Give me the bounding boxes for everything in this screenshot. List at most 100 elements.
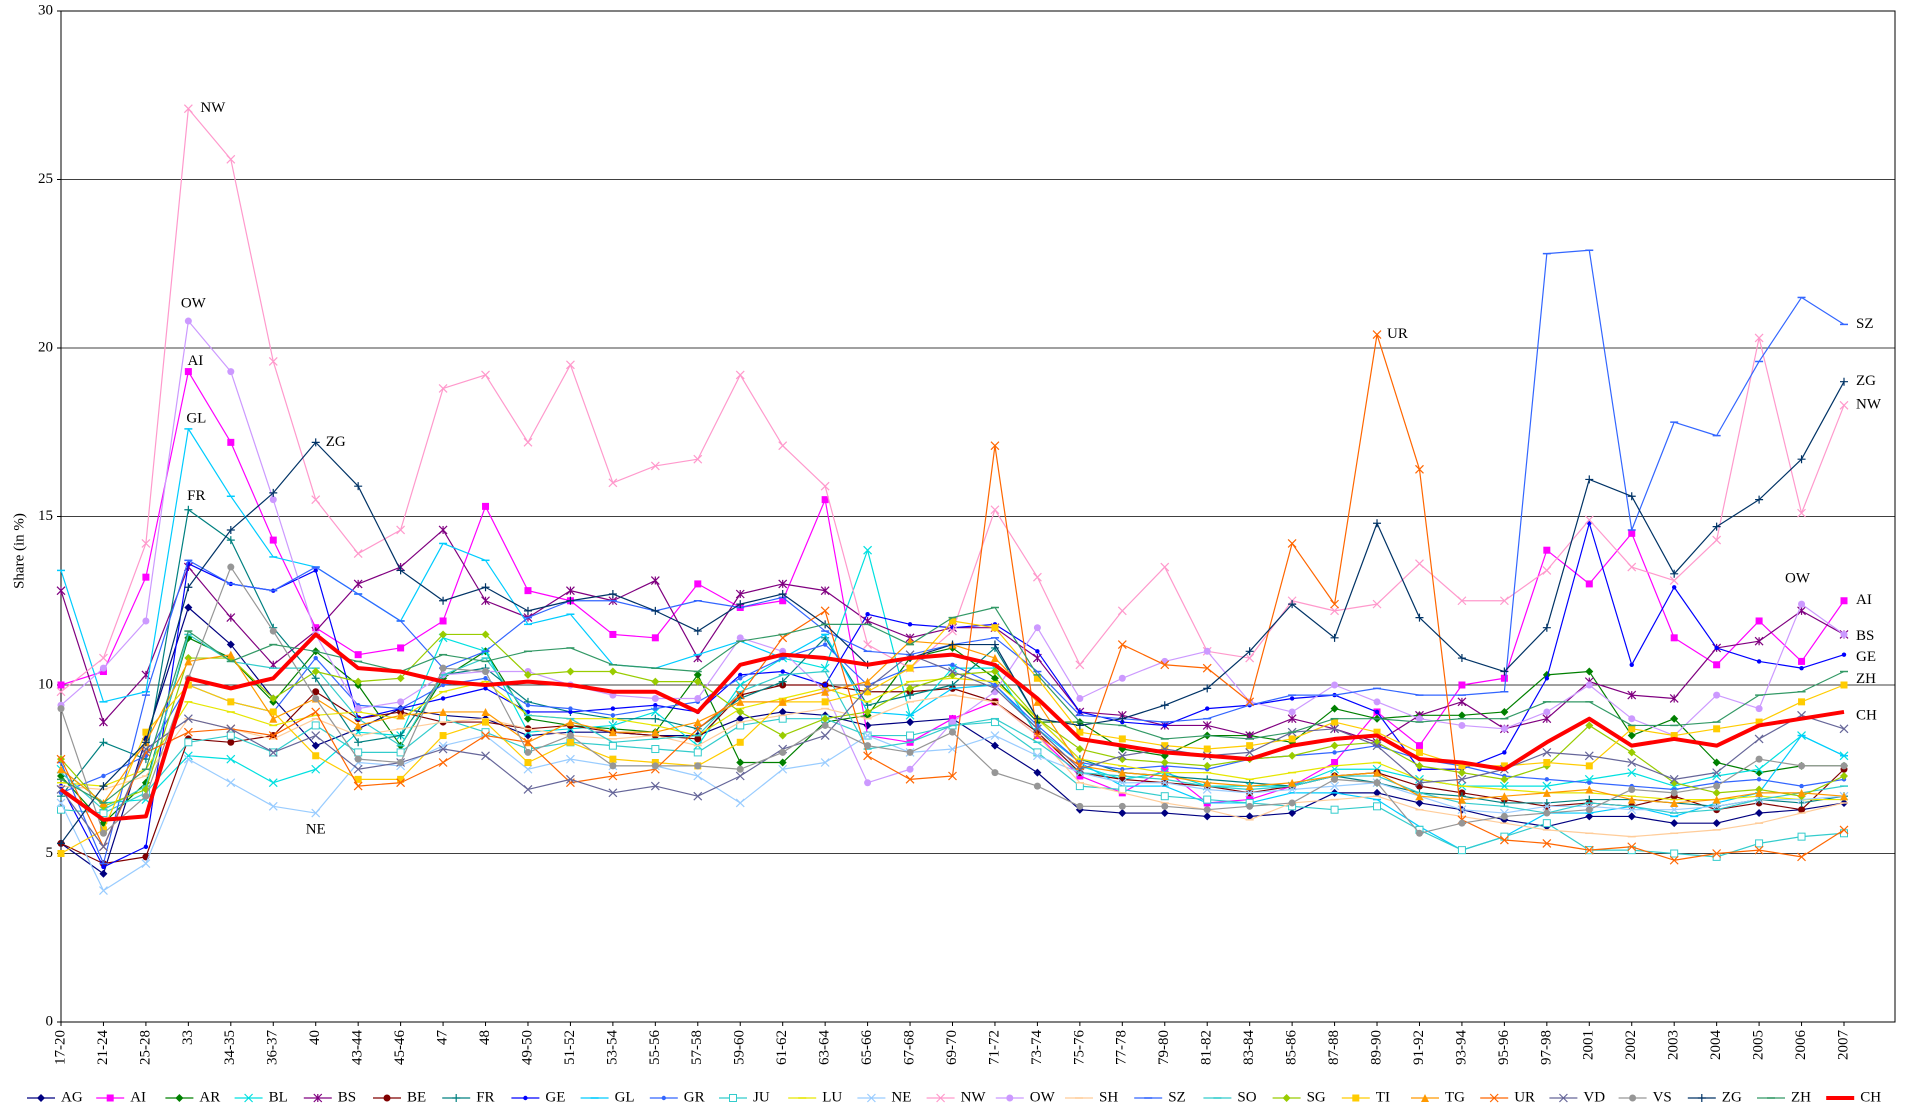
marker xyxy=(312,688,320,696)
marker xyxy=(1203,745,1211,753)
marker xyxy=(1754,636,1764,646)
marker xyxy=(354,775,362,783)
annotation: UR xyxy=(1387,326,1408,342)
marker xyxy=(1670,634,1678,642)
marker xyxy=(1713,691,1721,699)
annotation: NE xyxy=(306,821,326,837)
marker xyxy=(101,773,106,779)
marker xyxy=(268,731,278,740)
marker xyxy=(694,762,702,770)
marker xyxy=(948,771,957,781)
marker xyxy=(608,788,618,798)
legend-label: SZ xyxy=(1168,1089,1186,1105)
marker xyxy=(693,791,703,801)
marker xyxy=(736,600,745,609)
marker xyxy=(1627,748,1636,757)
marker xyxy=(566,774,575,784)
marker xyxy=(438,741,448,751)
annotation: GE xyxy=(1856,649,1876,665)
marker xyxy=(268,778,278,788)
marker xyxy=(736,765,744,773)
marker xyxy=(57,765,65,774)
series-line xyxy=(60,108,1845,693)
marker xyxy=(990,674,999,683)
marker xyxy=(1542,623,1551,632)
marker xyxy=(1203,812,1212,821)
marker xyxy=(779,597,787,605)
marker xyxy=(1374,709,1380,715)
marker xyxy=(1670,819,1679,828)
marker xyxy=(1160,660,1170,670)
series-line xyxy=(60,428,1845,851)
marker xyxy=(1671,585,1677,590)
marker xyxy=(1373,779,1381,787)
marker xyxy=(227,738,235,746)
marker xyxy=(1372,330,1382,339)
marker xyxy=(1839,400,1849,410)
legend-label: JU xyxy=(753,1089,770,1105)
marker xyxy=(226,778,236,788)
x-tick-label: 79-80 xyxy=(1156,1030,1172,1065)
legend-label: AI xyxy=(130,1089,146,1105)
marker xyxy=(1160,771,1169,780)
marker xyxy=(1203,761,1212,770)
marker xyxy=(1627,690,1637,700)
marker xyxy=(729,1094,737,1102)
annotation: OW xyxy=(181,295,207,311)
marker xyxy=(1755,718,1763,726)
marker xyxy=(1669,694,1679,703)
marker xyxy=(906,684,915,693)
marker xyxy=(992,682,998,688)
marker xyxy=(1840,377,1848,386)
marker xyxy=(313,568,318,573)
marker xyxy=(609,755,617,763)
marker xyxy=(1457,596,1467,606)
marker xyxy=(183,727,193,737)
marker xyxy=(183,751,193,761)
marker xyxy=(863,683,873,693)
marker xyxy=(1032,731,1042,740)
marker xyxy=(175,1094,184,1102)
marker xyxy=(523,764,533,774)
marker xyxy=(396,674,405,683)
marker xyxy=(1330,741,1339,750)
x-tick-label: 89-90 xyxy=(1368,1030,1384,1065)
marker xyxy=(1202,721,1212,730)
legend-label: VS xyxy=(1653,1089,1672,1105)
marker xyxy=(523,737,533,747)
marker xyxy=(227,368,235,376)
marker xyxy=(1500,725,1508,733)
legend-label: AR xyxy=(199,1089,220,1105)
marker xyxy=(269,714,278,723)
marker xyxy=(651,606,660,615)
marker xyxy=(523,714,532,723)
marker xyxy=(184,505,193,514)
y-tick-label: 15 xyxy=(38,508,53,524)
x-tick-label: 93-94 xyxy=(1453,1030,1469,1065)
x-tick-label: 34-35 xyxy=(222,1030,238,1065)
x-tick-label: 59-60 xyxy=(732,1030,748,1065)
marker xyxy=(863,677,872,686)
marker xyxy=(353,549,363,558)
x-tick-label: 67-68 xyxy=(901,1030,917,1065)
marker xyxy=(354,755,362,763)
marker xyxy=(438,758,448,767)
marker xyxy=(906,748,914,756)
marker xyxy=(1205,706,1210,711)
marker xyxy=(566,360,575,370)
legend-label: FR xyxy=(476,1089,494,1105)
marker xyxy=(141,738,150,747)
marker xyxy=(481,630,490,639)
marker xyxy=(906,691,915,700)
marker xyxy=(1033,697,1042,706)
legend-label: AG xyxy=(61,1089,83,1105)
legend-label: TG xyxy=(1445,1089,1465,1105)
marker xyxy=(482,718,490,726)
marker xyxy=(1627,795,1636,804)
marker xyxy=(1543,809,1551,817)
marker xyxy=(778,758,787,767)
marker xyxy=(439,732,447,740)
marker xyxy=(1587,521,1592,526)
marker xyxy=(1457,846,1466,855)
marker xyxy=(1840,792,1848,801)
